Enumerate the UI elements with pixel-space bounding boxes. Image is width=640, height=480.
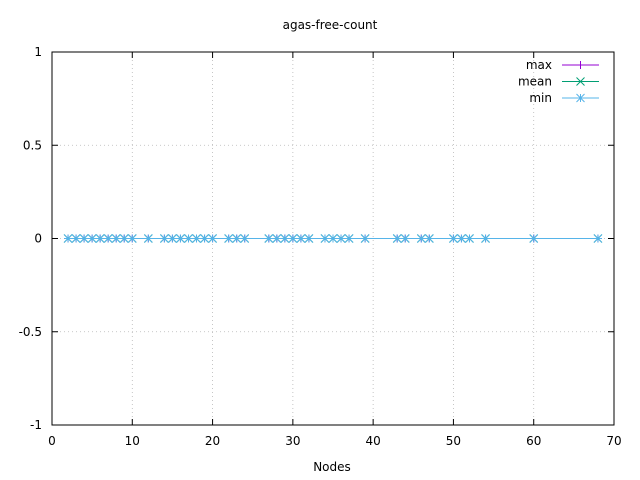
- data-point-min: [328, 234, 338, 243]
- data-point-min: [400, 234, 410, 243]
- data-point-min: [392, 234, 402, 243]
- data-point-min: [457, 234, 466, 243]
- x-axis-label: Nodes: [313, 460, 351, 474]
- data-point-min: [71, 234, 81, 243]
- data-point-min: [176, 234, 185, 243]
- x-tick-label: 20: [205, 434, 220, 448]
- data-point-min: [360, 234, 370, 243]
- x-tick-label: 30: [285, 434, 300, 448]
- x-tick-label: 50: [446, 434, 461, 448]
- data-point-min: [465, 234, 474, 243]
- legend-marker-max: [576, 61, 585, 69]
- data-point-min: [449, 234, 458, 243]
- data-point-min: [264, 234, 274, 243]
- data-point-min: [79, 234, 89, 243]
- y-tick-label: 0.5: [23, 138, 42, 152]
- data-point-min: [63, 234, 73, 243]
- data-point-min: [416, 234, 426, 243]
- data-point-min: [344, 234, 354, 243]
- data-point-min: [192, 234, 201, 243]
- data-point-min: [119, 234, 129, 243]
- legend-label-mean: mean: [518, 75, 552, 89]
- legend-label-min: min: [529, 91, 552, 105]
- data-point-min: [272, 234, 282, 243]
- legend: max mean min: [518, 58, 599, 105]
- legend-label-max: max: [526, 58, 552, 72]
- chart-title: agas-free-count: [283, 18, 378, 32]
- x-tick-label: 40: [366, 434, 381, 448]
- data-point-min: [336, 234, 346, 243]
- y-tick-label: -1: [30, 418, 42, 432]
- data-point-min: [320, 234, 330, 243]
- series-min: [63, 234, 603, 243]
- data-point-min: [481, 234, 490, 243]
- data-point-min: [240, 234, 250, 243]
- data-point-min: [424, 234, 434, 243]
- data-point-min: [160, 234, 169, 243]
- data-point-min: [232, 234, 242, 243]
- x-tick-label: 60: [526, 434, 541, 448]
- legend-marker-mean: [576, 77, 585, 86]
- y-tick-label: 1: [34, 45, 42, 59]
- y-tick-label: 0: [34, 232, 42, 246]
- data-point-min: [168, 234, 177, 243]
- data-point-min: [593, 234, 603, 243]
- y-tick-label: -0.5: [19, 325, 42, 339]
- data-point-min: [296, 234, 306, 243]
- series-group: [63, 234, 603, 243]
- data-point-min: [143, 234, 153, 243]
- x-tick-label: 0: [48, 434, 56, 448]
- data-point-min: [95, 234, 105, 243]
- data-point-min: [111, 234, 121, 243]
- x-tick-label: 70: [606, 434, 621, 448]
- data-point-min: [200, 234, 209, 243]
- data-point-min: [127, 234, 137, 243]
- data-point-min: [280, 234, 290, 243]
- data-point-min: [87, 234, 97, 243]
- data-point-min: [529, 234, 539, 243]
- data-point-min: [288, 234, 298, 243]
- data-point-min: [304, 234, 314, 243]
- data-point-min: [184, 234, 193, 243]
- data-point-min: [208, 234, 217, 243]
- data-point-min: [103, 234, 113, 243]
- legend-marker-min: [576, 93, 585, 103]
- data-point-min: [224, 234, 233, 243]
- x-tick-label: 10: [125, 434, 140, 448]
- axis-ticks: 0 10 20 30 40 50 60 70 -1 -0.5 0 0.5 1: [19, 45, 622, 448]
